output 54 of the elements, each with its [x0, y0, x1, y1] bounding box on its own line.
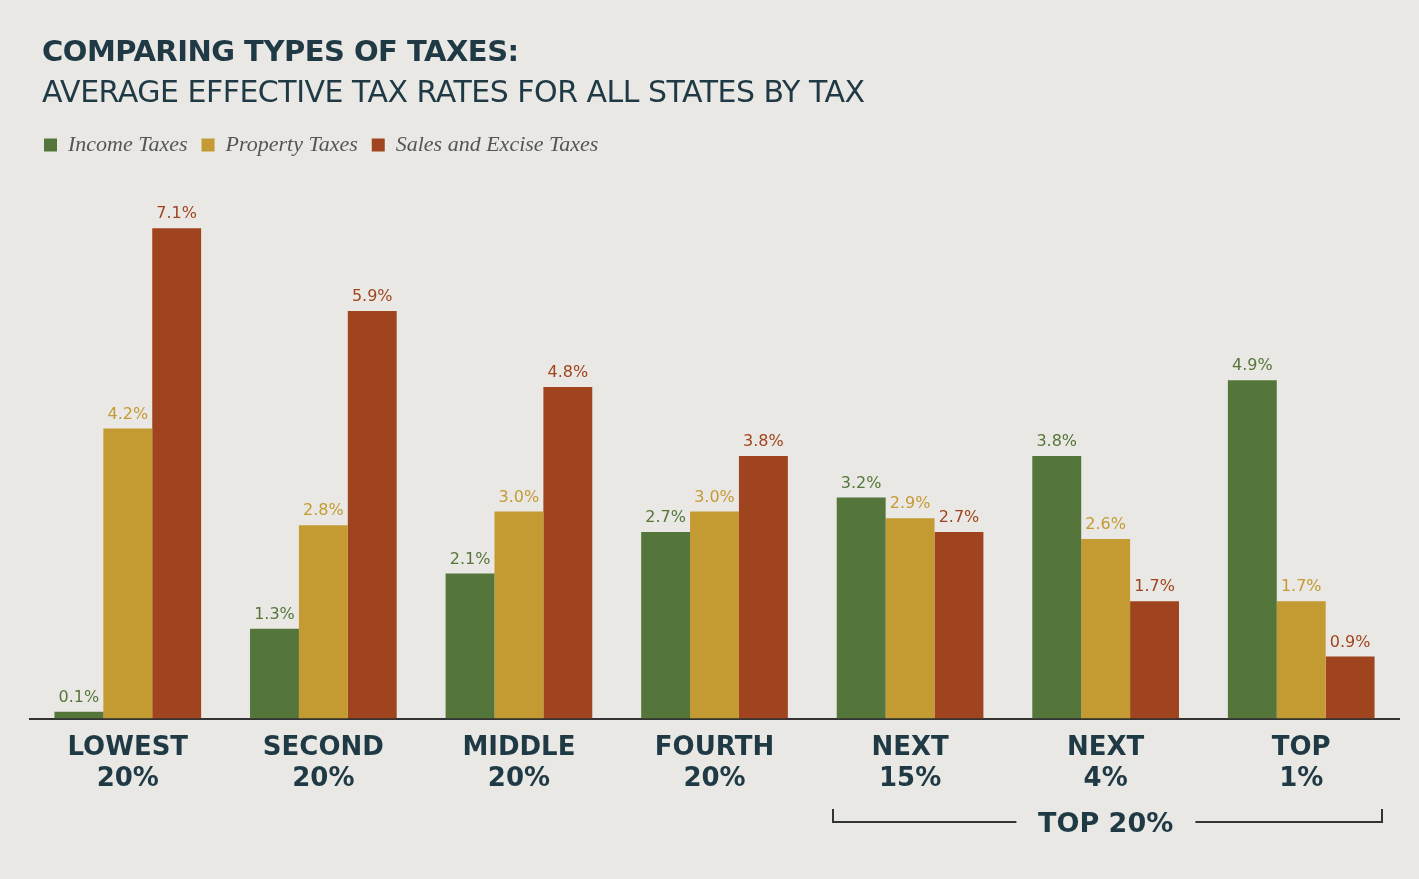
x-tick-label: TOP 1% — [1271, 730, 1331, 793]
bar — [1130, 601, 1179, 719]
data-label: 7.1% — [156, 203, 198, 223]
bar — [1032, 456, 1082, 719]
bar — [641, 532, 691, 719]
bar — [1276, 601, 1326, 719]
data-label: 2.7% — [938, 507, 980, 527]
data-label: 4.9% — [1231, 355, 1273, 375]
bar — [1325, 656, 1375, 719]
data-label: 2.1% — [449, 548, 491, 568]
bar — [152, 228, 202, 719]
legend-label: Income Taxes — [67, 130, 188, 156]
data-label: 4.2% — [107, 403, 149, 423]
bar — [1227, 380, 1277, 719]
x-tick-label: LOWEST 20% — [67, 730, 189, 793]
data-label: 2.6% — [1085, 514, 1126, 534]
data-label: 2.7% — [645, 507, 686, 527]
data-label: 0.1% — [58, 686, 100, 706]
x-tick-label: FOURTH 20% — [654, 730, 775, 793]
chart-subtitle: AVERAGE EFFECTIVE TAX RATES FOR ALL STATES BY TAX — [42, 74, 865, 109]
data-label: 2.9% — [889, 493, 931, 513]
bar — [494, 511, 544, 719]
bar — [690, 511, 739, 719]
bar — [1081, 539, 1131, 719]
bar — [738, 456, 788, 719]
bar — [347, 311, 397, 719]
data-label: 3.0% — [694, 486, 735, 506]
data-label: 1.3% — [254, 603, 295, 623]
legend-label: Property Taxes — [224, 130, 358, 156]
x-tick-label: NEXT 15% — [871, 730, 949, 793]
bar — [885, 518, 935, 719]
bar — [543, 387, 593, 719]
data-label: 1.7% — [1134, 576, 1175, 596]
data-label: 3.2% — [840, 472, 882, 492]
bar — [445, 573, 495, 719]
x-tick-label: SECOND 20% — [262, 730, 384, 793]
data-label: 0.9% — [1329, 631, 1371, 651]
bar — [934, 532, 984, 719]
bar — [250, 628, 299, 719]
x-tick-label: MIDDLE 20% — [462, 730, 576, 793]
x-tick-label: NEXT 4% — [1066, 730, 1145, 793]
bar — [836, 497, 886, 719]
data-label: 3.8% — [743, 431, 784, 451]
data-label: 4.8% — [547, 362, 589, 382]
bar — [103, 428, 153, 719]
data-label: 5.9% — [351, 286, 393, 306]
data-label: 1.7% — [1280, 576, 1322, 596]
data-label: 2.8% — [303, 500, 344, 520]
bar — [298, 525, 348, 719]
chart-title: COMPARING TYPES OF TAXES: — [42, 34, 519, 68]
legend-label: Sales and Excise Taxes — [395, 130, 599, 156]
text: TOP 20% — [1016, 806, 1196, 838]
data-label: 3.0% — [498, 486, 540, 506]
data-label: 3.8% — [1036, 431, 1078, 451]
